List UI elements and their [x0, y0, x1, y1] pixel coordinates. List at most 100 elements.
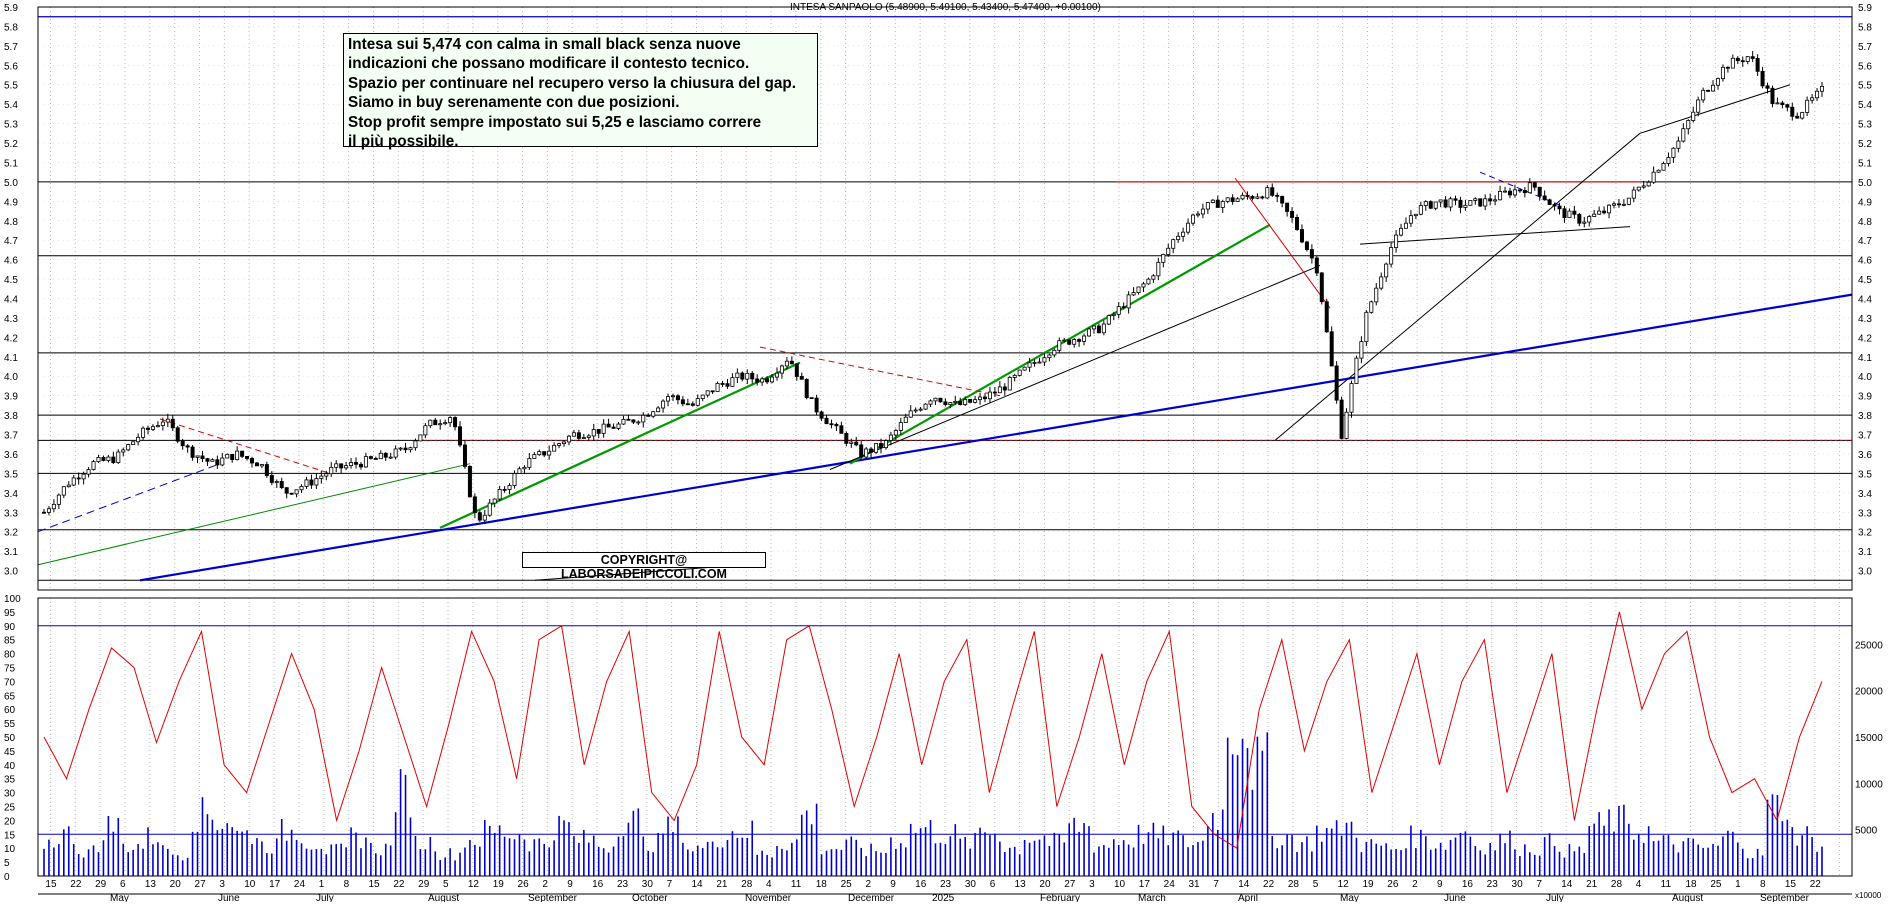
candle-body: [443, 422, 448, 425]
candle-body: [844, 432, 849, 444]
x-tick-label: 2: [865, 879, 871, 890]
osc-tick-label: 75: [4, 664, 16, 675]
candle-body: [601, 423, 606, 434]
candle-body: [1711, 84, 1716, 92]
y-tick-label-right: 4.0: [1858, 372, 1872, 383]
candle-body: [1042, 357, 1047, 363]
note-line: Intesa sui 5,474 con calma in small blac…: [348, 36, 741, 53]
candle-body: [522, 466, 527, 470]
candle-body: [319, 475, 324, 479]
candle-body: [1047, 354, 1052, 359]
candle-body: [1740, 60, 1745, 63]
y-tick-label-left: 5.7: [4, 42, 18, 53]
candle-body: [81, 473, 86, 480]
y-tick-label-right: 3.2: [1858, 528, 1872, 539]
x-tick-label: 17: [1139, 879, 1151, 890]
candle-body: [973, 399, 978, 403]
candle-body: [710, 390, 715, 393]
candle-body: [784, 360, 789, 367]
candle-body: [1592, 213, 1597, 217]
x-tick-label: 9: [567, 879, 573, 890]
x-tick-label: 26: [518, 879, 530, 890]
candle-body: [1413, 213, 1418, 217]
osc-tick-label: 5: [4, 858, 10, 869]
y-tick-label-left: 3.7: [4, 431, 18, 442]
candle-body: [824, 417, 829, 425]
candle-body: [329, 466, 334, 475]
candle-body: [448, 417, 453, 424]
candle-body: [46, 508, 51, 513]
candle-body: [492, 498, 497, 504]
candle-body: [66, 484, 71, 488]
x-tick-label: 2: [542, 879, 548, 890]
candle-body: [299, 486, 304, 491]
candle-body: [1408, 215, 1413, 224]
trend-line: [37, 463, 471, 566]
candle-body: [428, 419, 433, 427]
candle-body: [1087, 328, 1092, 337]
x-tick-label: 30: [965, 879, 977, 890]
candle-body: [1374, 287, 1379, 303]
x-tick-label: 13: [1015, 879, 1027, 890]
volume-tick-label: 20000: [1855, 687, 1883, 698]
candle-body: [1304, 241, 1309, 250]
candle-body: [532, 454, 537, 459]
trend-line: [139, 293, 1853, 582]
candle-body: [1116, 306, 1121, 315]
candle-body: [1156, 261, 1161, 277]
x-tick-label: 9: [1437, 879, 1443, 890]
y-tick-label-right: 4.5: [1858, 275, 1872, 286]
month-label: June: [1444, 893, 1466, 902]
candle-body: [1299, 229, 1304, 243]
osc-tick-label: 90: [4, 622, 16, 633]
candle-body: [542, 451, 547, 456]
candle-body: [472, 496, 477, 514]
candle-body: [651, 411, 656, 417]
candle-body: [1027, 362, 1032, 368]
month-label: November: [745, 893, 792, 902]
candle-body: [908, 410, 913, 418]
month-label: 2025: [932, 893, 955, 902]
candle-body: [1290, 211, 1295, 218]
candle-body: [1725, 66, 1730, 69]
y-tick-label-right: 5.1: [1858, 158, 1872, 169]
candle-body: [1225, 197, 1230, 202]
candle-body: [1270, 187, 1275, 196]
candle-body: [497, 489, 502, 500]
note-line: Stop profit sempre impostato sui 5,25 e …: [348, 113, 762, 131]
candle-body: [1418, 205, 1423, 215]
candle-body: [923, 403, 928, 410]
y-tick-label-right: 3.6: [1858, 450, 1872, 461]
x-tick-label: 14: [1238, 879, 1250, 890]
candle-body: [1810, 97, 1815, 101]
y-tick-label-right: 5.5: [1858, 81, 1872, 92]
y-tick-label-left: 4.3: [4, 314, 18, 325]
candle-body: [586, 435, 591, 438]
candle-body: [1780, 102, 1785, 106]
candle-body: [512, 473, 517, 486]
candle-body: [453, 417, 458, 428]
osc-tick-label: 40: [4, 761, 16, 772]
candle-body: [393, 448, 398, 458]
x-tick-label: 14: [692, 879, 704, 890]
candle-body: [1696, 99, 1701, 113]
candle-body: [1260, 196, 1265, 199]
y-tick-label-right: 4.6: [1858, 256, 1872, 267]
y-tick-label-right: 4.4: [1858, 295, 1872, 306]
candle-body: [76, 477, 81, 480]
y-tick-label-left: 3.0: [4, 567, 18, 578]
candle-body: [344, 465, 349, 469]
candle-body: [106, 456, 111, 461]
candle-body: [1527, 182, 1532, 194]
candle-body: [1091, 325, 1096, 330]
x-tick-label: 28: [1288, 879, 1300, 890]
y-tick-label-right: 3.9: [1858, 392, 1872, 403]
candle-body: [740, 372, 745, 380]
candle-body: [373, 458, 378, 460]
candle-body: [1577, 213, 1582, 224]
x-tick-label: 15: [368, 879, 380, 890]
candle-body: [700, 394, 705, 400]
candle-body: [814, 397, 819, 413]
candle-body: [1280, 195, 1285, 204]
candle-body: [418, 434, 423, 442]
